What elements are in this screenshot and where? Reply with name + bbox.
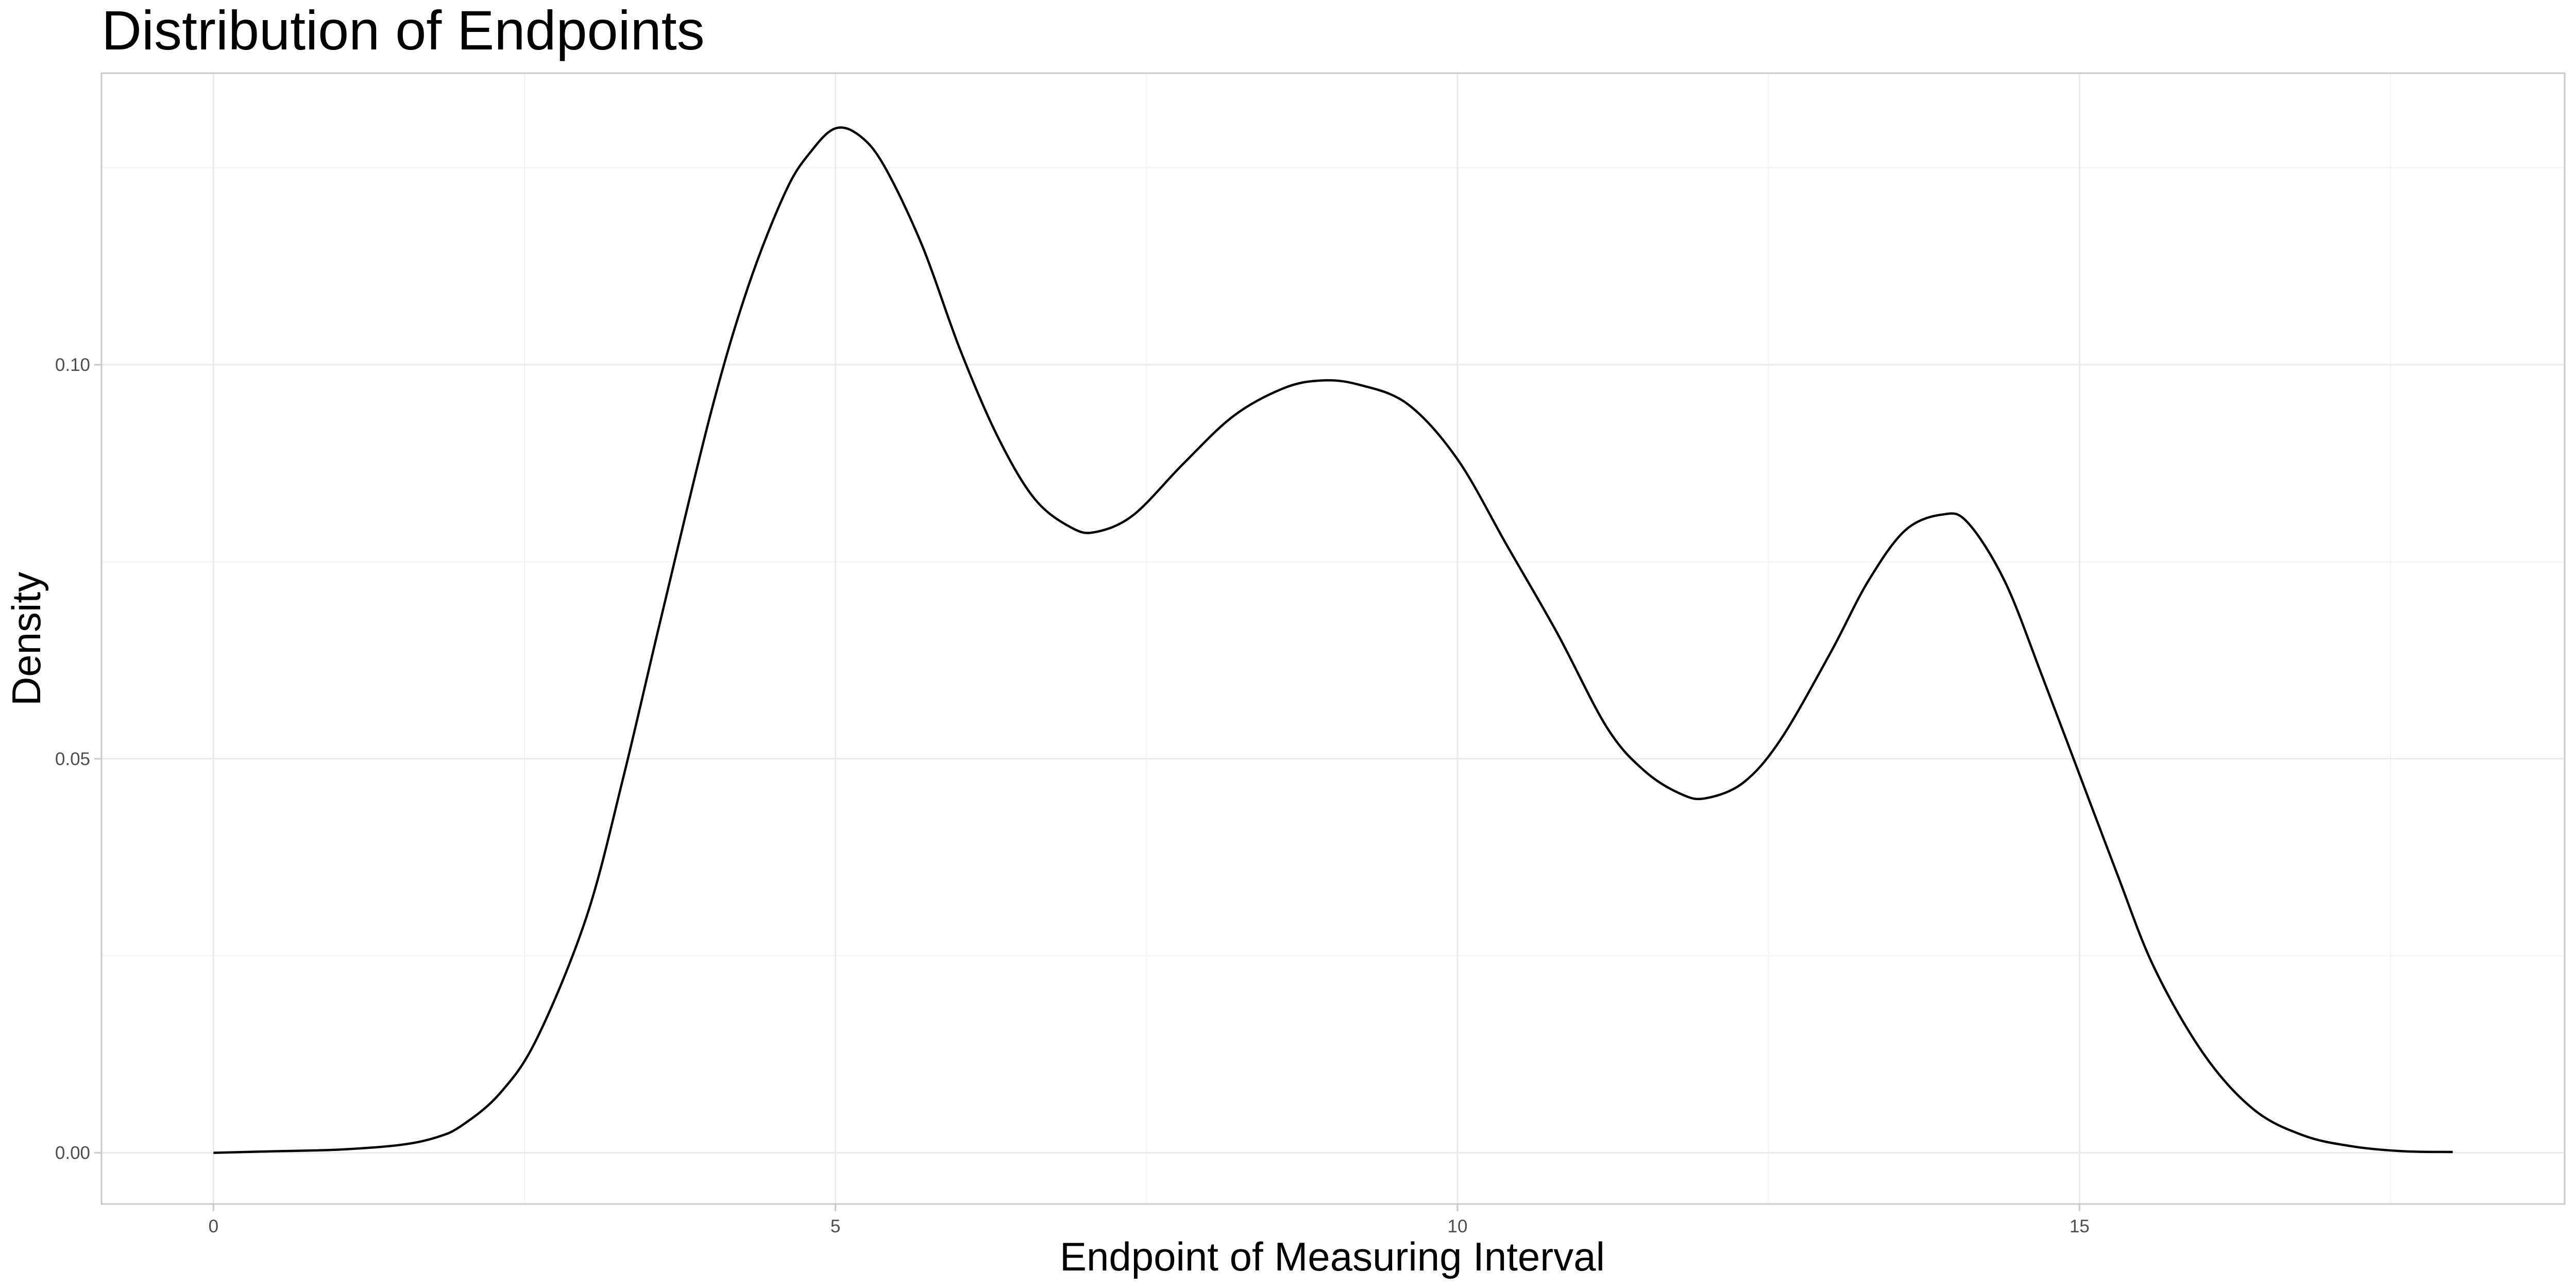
x-axis: 0 5 10 15 [209, 1204, 2090, 1236]
y-tick-label: 0.05 [55, 749, 90, 769]
plot-panel [100, 72, 2566, 1205]
x-tick-label: 10 [1447, 1216, 1467, 1236]
density-curve [213, 126, 2453, 1154]
minor-gridlines [101, 73, 2565, 1204]
x-axis-title: Endpoint of Measuring Interval [1060, 1234, 1605, 1279]
chart-title: Distribution of Endpoints [101, 0, 705, 61]
x-tick-label: 0 [209, 1216, 218, 1236]
major-gridlines [101, 73, 2565, 1204]
y-tick-label: 0.00 [55, 1143, 90, 1163]
y-axis: 0.00 0.05 0.10 [55, 355, 101, 1163]
panel-border [100, 72, 2566, 1205]
y-tick-label: 0.10 [55, 355, 90, 375]
y-axis-title: Density [4, 572, 49, 706]
x-tick-label: 5 [831, 1216, 840, 1236]
x-tick-label: 15 [2070, 1216, 2090, 1236]
